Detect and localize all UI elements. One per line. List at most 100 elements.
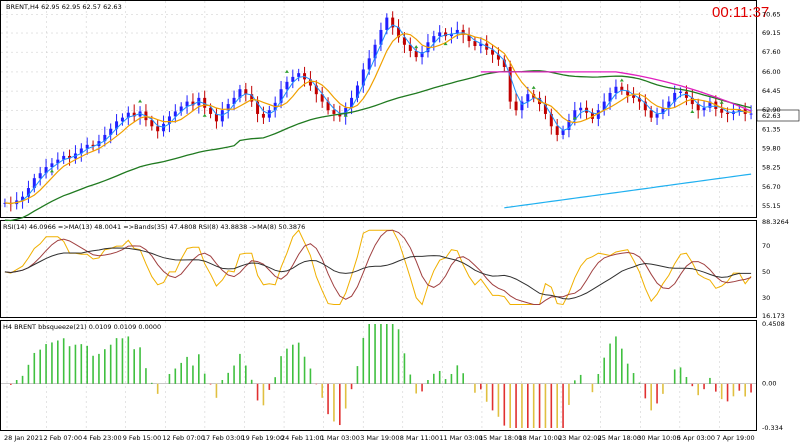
candle-body bbox=[232, 97, 236, 105]
time-tick: 7 Apr 19:00 bbox=[716, 434, 754, 442]
signal-arrow bbox=[719, 100, 724, 104]
candle-body bbox=[420, 52, 424, 58]
time-tick: 19 Feb 19:00 bbox=[241, 434, 284, 442]
candle-body bbox=[250, 94, 254, 102]
candle-body bbox=[220, 110, 224, 122]
candle-body bbox=[109, 128, 113, 135]
candle-body bbox=[126, 112, 130, 118]
candle-body bbox=[56, 159, 60, 164]
candle-body bbox=[608, 92, 612, 102]
rsi-tick: 70 bbox=[762, 242, 770, 250]
signal-arrow bbox=[202, 113, 207, 117]
bar-timer: 00:11:37 bbox=[712, 4, 769, 21]
candle-body bbox=[561, 130, 565, 135]
candle-body bbox=[297, 73, 301, 77]
chart-title: BRENT,H4 62.95 62.95 62.57 62.63 bbox=[6, 3, 122, 11]
candle-body bbox=[661, 107, 665, 114]
candle-body bbox=[749, 113, 753, 115]
candle-body bbox=[373, 44, 377, 59]
candle-body bbox=[115, 121, 119, 129]
signal-arrow bbox=[138, 99, 143, 103]
candle-body bbox=[708, 101, 712, 108]
time-tick: 15 Mar 18:00 bbox=[479, 434, 522, 442]
candle-body bbox=[21, 196, 25, 201]
candle-body bbox=[244, 89, 248, 95]
time-tick: 17 Feb 03:00 bbox=[202, 434, 245, 442]
candle-body bbox=[667, 101, 671, 108]
squeeze-tick: 0.4508 bbox=[762, 320, 785, 328]
candle-body bbox=[209, 107, 213, 114]
time-tick: 4 Feb 23:00 bbox=[83, 434, 122, 442]
price-tick: 62.90 bbox=[762, 106, 781, 114]
candle-body bbox=[85, 144, 89, 149]
candle-body bbox=[385, 17, 389, 30]
time-axis: 28 Jan 2021 2 Feb 07:00 4 Feb 23:00 9 Feb 1… bbox=[4, 434, 755, 442]
time-tick: 12 Feb 07:00 bbox=[162, 434, 205, 442]
rsi-panel-frame bbox=[0, 220, 757, 318]
price-tick: 66.00 bbox=[762, 68, 781, 76]
signal-arrow bbox=[443, 42, 448, 46]
candle-body bbox=[502, 59, 506, 67]
candle-body bbox=[596, 110, 600, 119]
candle-body bbox=[455, 29, 459, 34]
candle-body bbox=[696, 104, 700, 111]
candle-body bbox=[238, 89, 242, 98]
candle-body bbox=[261, 113, 265, 118]
candle-body bbox=[637, 97, 641, 102]
candle-body bbox=[602, 101, 606, 111]
candle-body bbox=[567, 120, 571, 130]
candle-body bbox=[414, 50, 418, 58]
candle-body bbox=[655, 113, 659, 118]
candle-body bbox=[543, 104, 547, 114]
candle-body bbox=[514, 101, 518, 111]
candle-body bbox=[308, 79, 312, 86]
price-tick: 64.45 bbox=[762, 87, 781, 95]
candle-body bbox=[444, 32, 448, 37]
time-tick: 9 Feb 15:00 bbox=[123, 434, 162, 442]
time-tick: 3 Mar 19:00 bbox=[360, 434, 399, 442]
candle-body bbox=[314, 85, 318, 95]
time-tick: 30 Mar 10:00 bbox=[637, 434, 680, 442]
candle-body bbox=[156, 126, 160, 132]
squeeze-tick: 0.00 bbox=[762, 380, 776, 388]
candle-body bbox=[367, 58, 371, 70]
time-tick: 23 Mar 02:00 bbox=[558, 434, 601, 442]
candle-body bbox=[320, 94, 324, 102]
candle-body bbox=[579, 107, 583, 111]
price-tick: 70.65 bbox=[762, 11, 781, 19]
time-tick: 24 Feb 11:00 bbox=[281, 434, 324, 442]
rsi-bands-line bbox=[4, 247, 752, 300]
rsi-tick: 88.3264 bbox=[762, 218, 789, 226]
candle-body bbox=[496, 54, 500, 60]
price-tick: 59.80 bbox=[762, 145, 781, 153]
candle-body bbox=[643, 101, 647, 111]
squeeze-panel-frame bbox=[0, 320, 757, 431]
candle-body bbox=[397, 27, 401, 38]
candle-body bbox=[508, 67, 512, 102]
candle-body bbox=[256, 101, 260, 114]
signal-arrow bbox=[572, 116, 577, 120]
candle-body bbox=[62, 155, 66, 160]
candle-body bbox=[473, 41, 477, 46]
signal-arrow bbox=[49, 169, 54, 173]
candle-body bbox=[50, 163, 54, 168]
candle-body bbox=[179, 106, 183, 112]
candle-body bbox=[479, 43, 483, 46]
candle-body bbox=[438, 32, 442, 37]
price-tick: 69.15 bbox=[762, 29, 781, 37]
price-axis: 70.65 69.15 67.60 66.00 64.45 62.90 61.35 59.80… bbox=[762, 11, 789, 433]
candle-body bbox=[391, 17, 395, 28]
candle-body bbox=[79, 148, 83, 154]
candle-body bbox=[726, 112, 730, 114]
candle-body bbox=[44, 167, 48, 174]
candle-body bbox=[520, 101, 524, 111]
candle-body bbox=[350, 97, 354, 108]
rsi-tick: 50 bbox=[762, 268, 770, 276]
squeeze-panel-title: H4 BRENT bbsqueeze(21) 0.0109 0.0109 0.0… bbox=[3, 323, 161, 331]
time-tick: 25 Mar 18:00 bbox=[598, 434, 641, 442]
grid-lines bbox=[1, 1, 756, 430]
candle-body bbox=[68, 155, 72, 159]
candle-body bbox=[449, 33, 453, 37]
candle-body bbox=[620, 86, 624, 91]
price-tag: 62.63 bbox=[762, 112, 781, 120]
